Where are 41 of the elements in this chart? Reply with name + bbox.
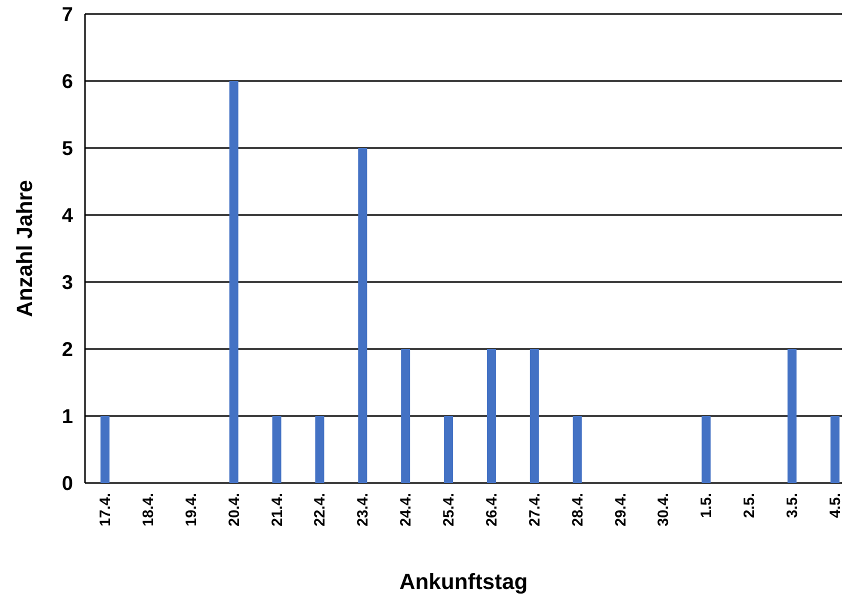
x-tick-label: 1.5. xyxy=(698,493,716,518)
x-tick-label: 4.5. xyxy=(827,493,844,518)
bar xyxy=(444,416,454,483)
y-axis-title: Anzahl Jahre xyxy=(12,180,37,317)
bar xyxy=(100,416,110,483)
bar xyxy=(229,81,238,483)
bar xyxy=(788,349,797,483)
y-tick-label: 5 xyxy=(62,138,73,160)
x-tick-label: 19.4. xyxy=(182,493,200,526)
x-axis-title: Ankunftstag xyxy=(399,569,528,594)
x-tick-label: 26.4. xyxy=(483,493,500,526)
x-tick-label: 18.4. xyxy=(140,493,157,526)
x-tick-label: 29.4. xyxy=(612,493,630,526)
y-tick-label: 3 xyxy=(62,272,73,294)
bar xyxy=(702,416,711,483)
y-tick-label: 0 xyxy=(62,473,73,495)
bar xyxy=(830,416,840,483)
bar xyxy=(315,416,324,483)
x-tick-label: 22.4. xyxy=(312,493,329,526)
x-tick-label: 28.4. xyxy=(569,493,586,526)
x-tick-label: 25.4. xyxy=(440,493,458,526)
y-tick-label: 4 xyxy=(62,205,74,227)
y-tick-label: 1 xyxy=(62,406,73,428)
x-tick-label: 21.4. xyxy=(268,493,286,526)
y-tick-label: 2 xyxy=(62,339,73,361)
x-tick-label: 3.5. xyxy=(784,493,802,518)
x-tick-label: 20.4. xyxy=(226,493,243,526)
bar xyxy=(401,349,410,483)
x-tick-label: 23.4. xyxy=(354,493,372,526)
x-tick-label: 2.5. xyxy=(741,493,758,518)
x-tick-label: 30.4. xyxy=(655,493,672,526)
bar xyxy=(572,416,582,483)
y-tick-label: 7 xyxy=(62,4,73,26)
x-tick-label: 17.4. xyxy=(97,493,114,526)
bar xyxy=(358,148,368,483)
bar xyxy=(272,416,282,483)
y-tick-label: 6 xyxy=(62,71,73,93)
x-tick-label: 24.4. xyxy=(398,493,415,526)
bar xyxy=(486,349,496,483)
x-tick-label: 27.4. xyxy=(526,493,544,526)
bar xyxy=(530,349,539,483)
